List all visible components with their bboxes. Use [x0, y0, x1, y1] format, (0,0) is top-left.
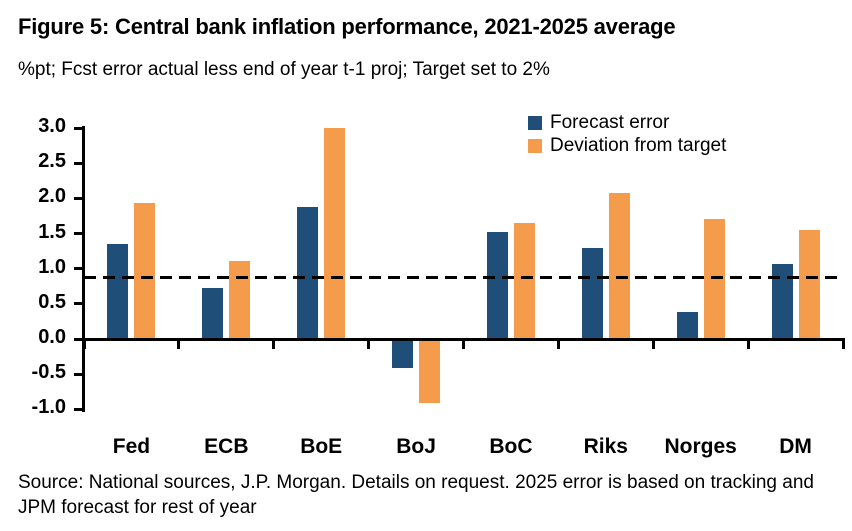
bar-boc-forecast-error [486, 232, 508, 339]
source-line-2: JPM forecast for rest of year [18, 497, 257, 518]
y-tick-label: 0.5 [38, 290, 66, 313]
y-tick-label: 0.0 [38, 326, 66, 348]
x-axis-tick [556, 340, 560, 349]
x-axis-tick [462, 340, 465, 349]
y-axis-tick [74, 407, 83, 411]
figure-subtitle: %pt; Fcst error actual less end of year … [18, 59, 550, 80]
bar-dm-forecast-error [771, 264, 793, 339]
y-axis-tick [74, 337, 83, 341]
legend-swatch-deviation-from-target [528, 138, 542, 153]
y-axis-tick [74, 232, 83, 235]
source-line-1: Source: National sources, J.P. Morgan. D… [18, 472, 814, 493]
legend-swatch-forecast-error [528, 115, 542, 130]
x-axis-tick [651, 340, 655, 349]
bar-riks-forecast-error [581, 247, 603, 339]
x-axis-label-fed: Fed [112, 435, 151, 458]
y-axis-tick [74, 196, 83, 200]
x-axis-tick [272, 340, 276, 349]
y-tick-label: 3.0 [38, 115, 66, 137]
bar-fed-deviation-from-target [134, 203, 156, 339]
y-axis-line [82, 126, 85, 412]
x-axis-label-boc: BoC [489, 435, 533, 458]
y-axis-tick [74, 302, 83, 306]
x-axis-label-ecb: ECB [204, 435, 249, 458]
legend-label-deviation-from-target: Deviation from target [550, 134, 727, 156]
y-tick-label: 1.0 [38, 255, 66, 278]
bar-dm-deviation-from-target [798, 229, 820, 339]
legend-item-forecast-error: Forecast error [528, 111, 726, 134]
source-note: Source: National sources, J.P. Morgan. D… [18, 470, 814, 520]
y-tick-label: -0.5 [31, 361, 66, 384]
x-axis-tick [746, 340, 750, 349]
x-axis-tick [841, 340, 845, 349]
bar-boj-forecast-error [392, 340, 414, 368]
y-axis-tick [74, 372, 83, 376]
figure-title: Figure 5: Central bank inflation perform… [18, 14, 676, 39]
x-axis-tick [367, 340, 371, 349]
x-axis-label-riks: Riks [583, 435, 628, 458]
y-tick-label: 2.5 [38, 150, 66, 173]
chart-legend: Forecast error Deviation from target [528, 111, 726, 157]
x-axis-label-boe: BoE [300, 435, 343, 458]
x-axis-label-norges: Norges [664, 435, 737, 458]
target-dashed-line [84, 276, 843, 280]
x-axis-label-boj: BoJ [396, 435, 436, 458]
bar-ecb-forecast-error [202, 288, 224, 339]
x-axis-label-dm: DM [779, 435, 812, 458]
legend-label-forecast-error: Forecast error [550, 111, 670, 133]
bar-norges-forecast-error [676, 312, 698, 339]
bar-riks-deviation-from-target [608, 192, 630, 339]
bar-boe-forecast-error [297, 207, 319, 339]
bar-ecb-deviation-from-target [229, 260, 251, 339]
y-axis-tick [74, 126, 83, 130]
bar-boe-deviation-from-target [324, 128, 346, 339]
y-axis-tick [74, 161, 83, 165]
x-axis-tick [82, 340, 86, 349]
y-tick-label: -1.0 [31, 396, 66, 419]
x-axis-tick [177, 340, 181, 349]
bar-boc-deviation-from-target [513, 222, 535, 339]
x-axis-line [82, 337, 845, 341]
bar-fed-forecast-error [107, 244, 129, 339]
y-tick-label: 1.5 [38, 220, 66, 243]
legend-item-deviation-from-target: Deviation from target [528, 134, 726, 157]
y-tick-label: 2.0 [38, 185, 66, 208]
bar-boj-deviation-from-target [419, 340, 441, 404]
y-axis-tick [74, 267, 83, 271]
